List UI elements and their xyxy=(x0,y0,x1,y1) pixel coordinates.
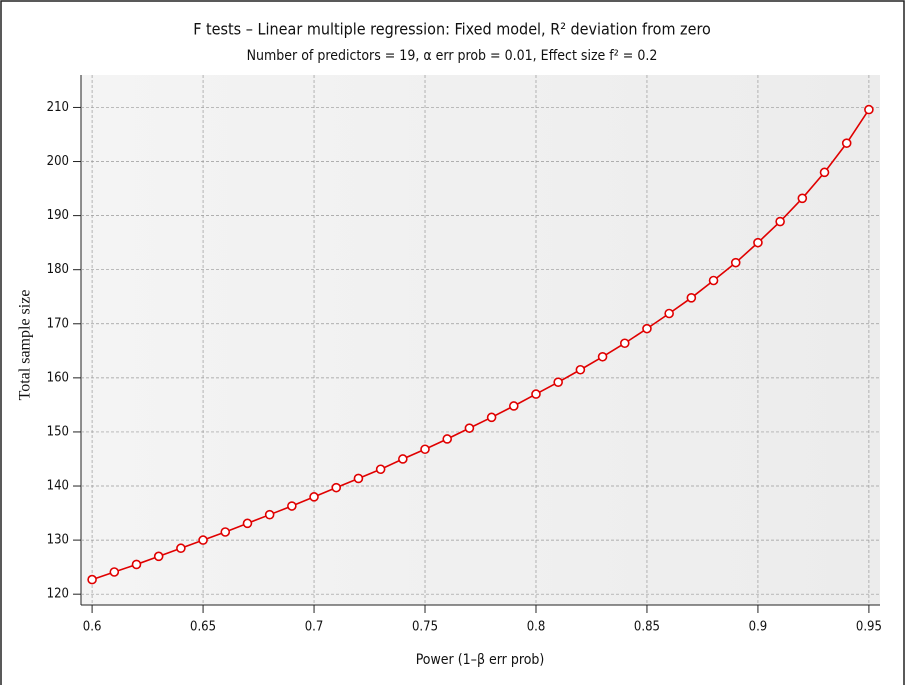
data-point xyxy=(287,501,297,511)
data-point xyxy=(486,412,497,423)
data-point xyxy=(331,482,342,493)
data-point xyxy=(864,104,874,115)
y-tick-label: 130 xyxy=(47,533,69,548)
x-tick-label: 0.9 xyxy=(749,620,768,635)
data-point xyxy=(131,559,142,570)
data-point xyxy=(553,377,563,387)
y-axis-label: Total sample size xyxy=(17,290,34,401)
x-tick-label: 0.95 xyxy=(856,620,882,635)
data-point xyxy=(464,423,475,433)
chart-title: F tests – Linear multiple regression: Fi… xyxy=(193,20,711,39)
chart-subtitle: Number of predictors = 19, α err prob = … xyxy=(247,48,658,64)
y-tick-label: 180 xyxy=(47,262,69,277)
data-point xyxy=(642,323,652,334)
data-point xyxy=(420,444,430,455)
x-tick-label: 0.75 xyxy=(412,620,438,635)
x-tick-label: 0.65 xyxy=(190,620,216,635)
data-point xyxy=(508,401,519,411)
data-point xyxy=(575,364,586,375)
data-point xyxy=(109,567,120,577)
data-point xyxy=(176,543,186,554)
y-tick-label: 140 xyxy=(47,479,69,494)
y-tick-label: 170 xyxy=(47,316,69,331)
y-tick-label: 120 xyxy=(47,587,69,602)
x-axis-label: Power (1–β err prob) xyxy=(416,652,545,668)
data-point xyxy=(220,527,231,537)
data-point xyxy=(309,492,319,502)
data-point xyxy=(353,473,364,484)
data-point xyxy=(841,138,852,148)
data-point xyxy=(87,574,97,585)
data-point xyxy=(375,464,386,475)
data-point xyxy=(442,434,453,444)
data-point xyxy=(797,193,808,204)
data-point xyxy=(198,535,208,545)
x-tick-label: 0.6 xyxy=(83,620,102,635)
data-point xyxy=(775,216,785,227)
data-point xyxy=(664,308,674,319)
data-point xyxy=(597,351,608,362)
x-tick-label: 0.7 xyxy=(305,620,324,635)
data-point xyxy=(531,389,541,399)
y-tick-label: 210 xyxy=(47,100,69,115)
data-point xyxy=(153,551,164,562)
data-point xyxy=(242,518,253,529)
data-point xyxy=(819,167,830,178)
y-tick-label: 160 xyxy=(47,370,69,385)
y-tick-label: 190 xyxy=(47,208,69,223)
data-point xyxy=(686,293,697,303)
y-tick-label: 200 xyxy=(47,154,69,169)
x-tick-label: 0.8 xyxy=(527,620,546,635)
data-point xyxy=(619,338,630,349)
y-tick-label: 150 xyxy=(47,424,69,439)
plot-area xyxy=(81,75,880,605)
data-point xyxy=(730,257,741,268)
data-point xyxy=(398,454,408,464)
x-tick-label: 0.85 xyxy=(634,620,660,635)
data-point xyxy=(264,509,275,520)
data-point xyxy=(753,237,763,248)
data-point xyxy=(708,275,719,286)
